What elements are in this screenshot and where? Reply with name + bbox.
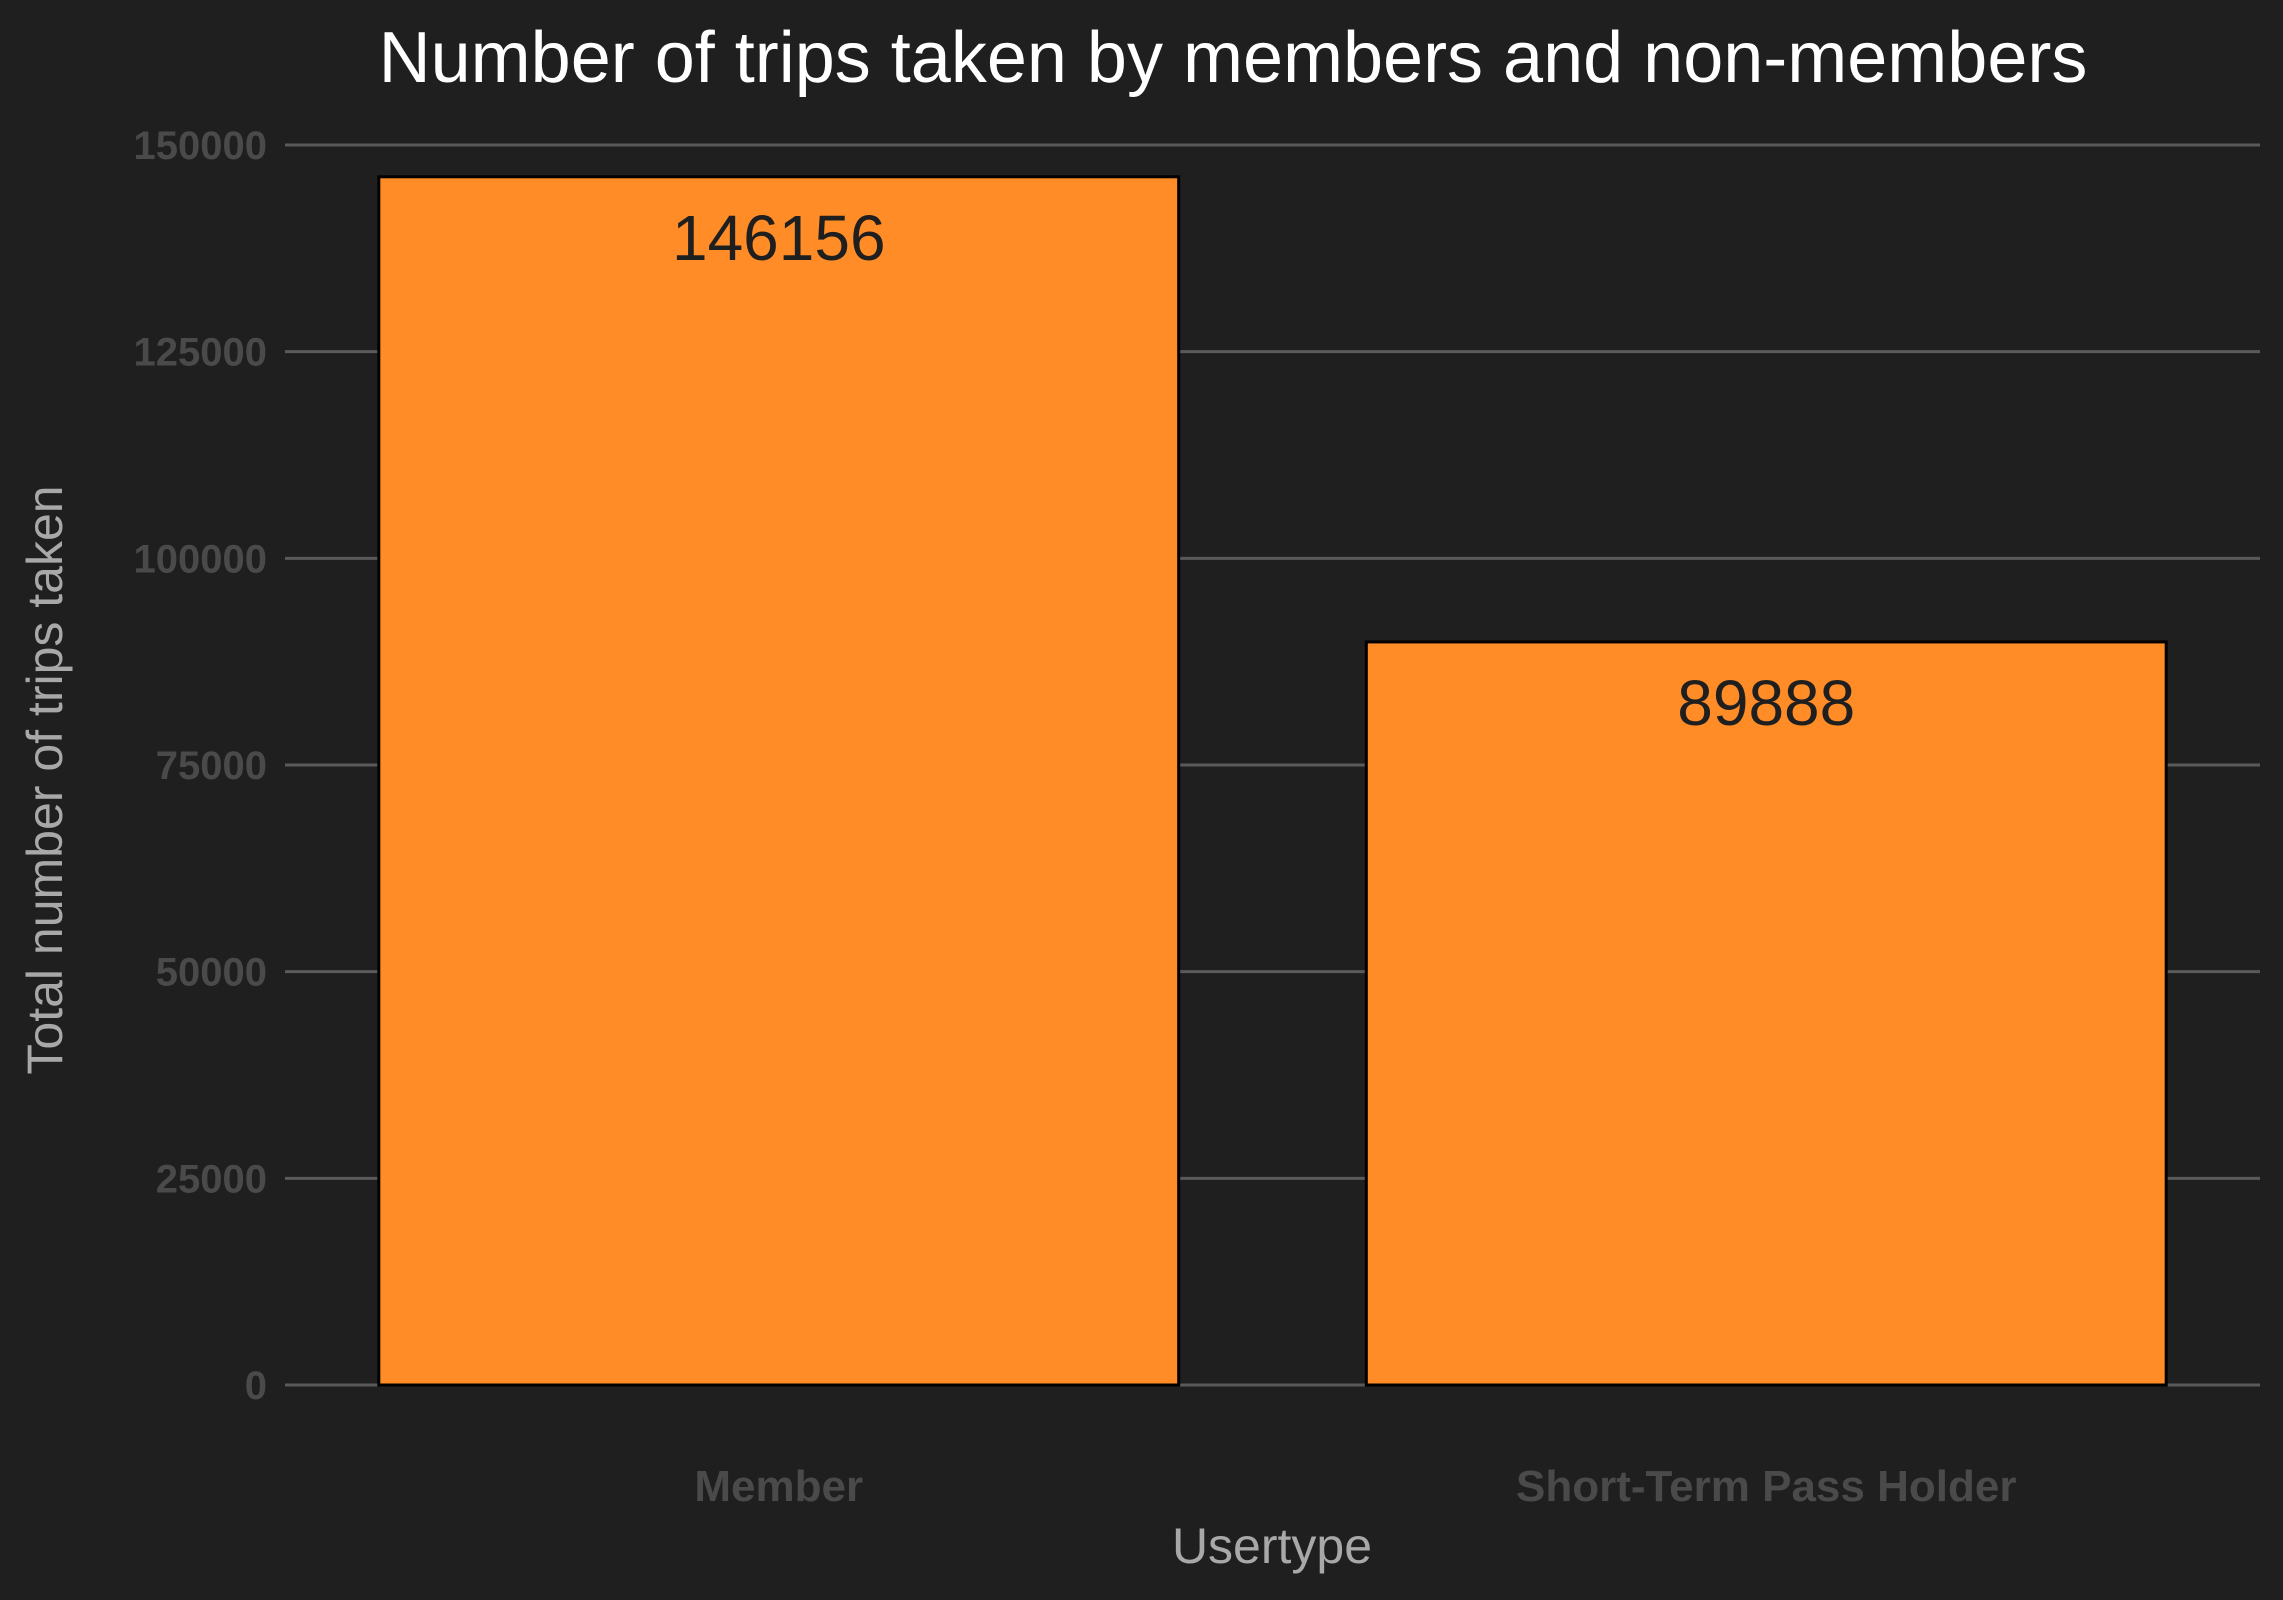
y-tick-label: 75000 [156,744,267,788]
y-tick-label: 100000 [134,537,267,581]
y-tick-label: 50000 [156,951,267,995]
y-tick-label: 0 [245,1364,267,1408]
y-tick-label: 125000 [134,331,267,375]
y-tick-label: 150000 [134,124,267,168]
bar [1364,640,2168,1387]
bar-data-label: 146156 [672,202,886,274]
x-tick-label: Member [694,1462,863,1511]
chart-title: Number of trips taken by members and non… [379,18,2088,98]
bar [377,175,1181,1387]
bar-data-label: 89888 [1677,667,1855,739]
y-axis-ticks: 0 25000 50000 75000 100000 125000 150000 [134,124,267,1408]
x-tick-label: Short-Term Pass Holder [1516,1462,2016,1511]
bars: 146156 89888 [377,175,2168,1387]
y-axis-title: Total number of trips taken [17,485,73,1074]
x-axis-ticks: Member Short-Term Pass Holder [694,1462,2016,1511]
y-tick-label: 25000 [156,1157,267,1201]
x-axis-title: Usertype [1172,1518,1372,1574]
